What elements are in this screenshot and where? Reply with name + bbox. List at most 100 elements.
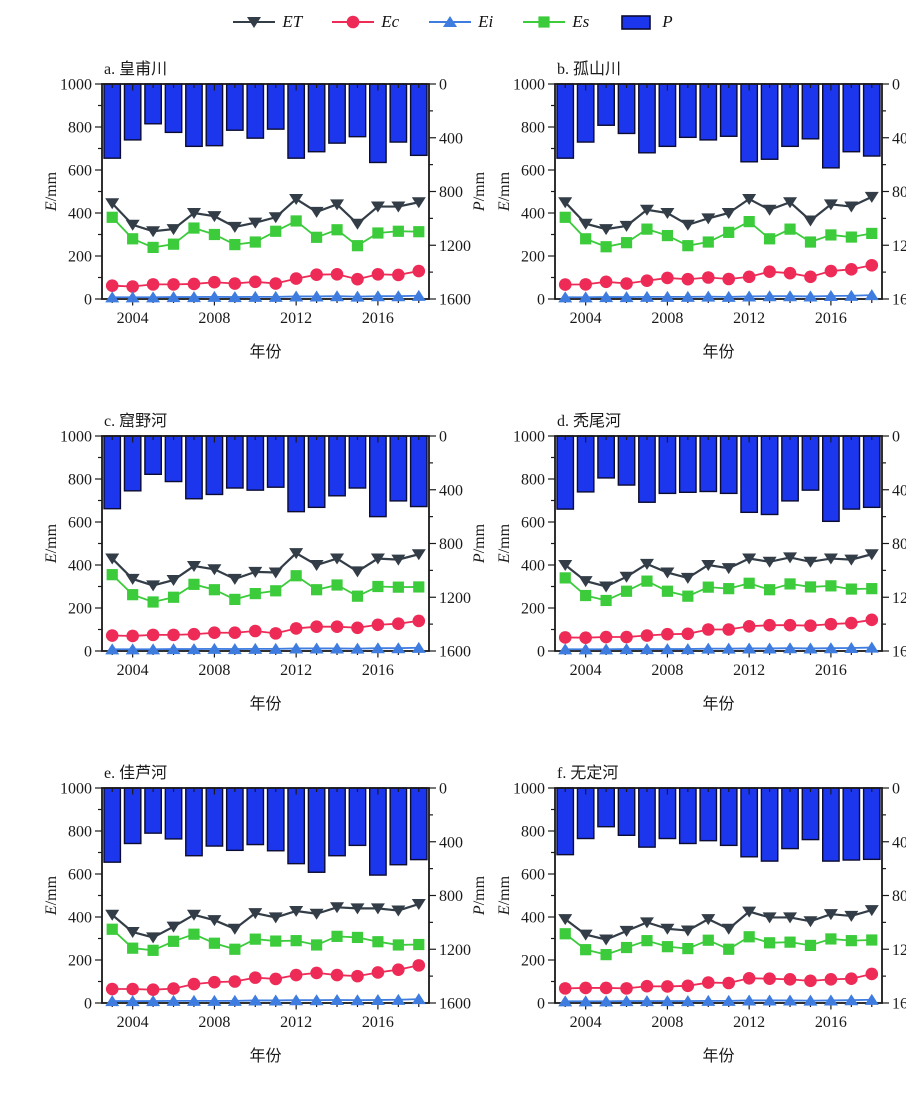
p-bar: [617, 83, 636, 135]
right-tick-label: 1600: [892, 292, 906, 309]
left-tick-label: 0: [84, 292, 92, 309]
p-bar: [266, 435, 285, 488]
p-bar: [164, 435, 183, 483]
panel-kuyehe: c. 窟野河 2004 2008 2012 2016 0 200 400 600 800 1000 0…: [40, 410, 493, 730]
left-axis-label: E/mm: [496, 171, 513, 212]
panels-grid: a. 皇甫川 2004 2008 2012 2016 0 200 400 600 800 1000 0…: [0, 42, 906, 1098]
right-tick-label: 1600: [439, 644, 471, 661]
right-tick-label: 400: [892, 130, 906, 147]
p-bar: [266, 787, 285, 852]
p-bar: [760, 435, 779, 516]
p-bar: [597, 787, 615, 828]
p-bar: [801, 435, 820, 491]
chart-tuweihe: d. 秃尾河 2004 2008 2012 2016 0 200 400 600 800 1000 0…: [496, 412, 906, 713]
et-line: [564, 195, 873, 231]
es-line: [111, 216, 419, 249]
x-tick-label: 2012: [733, 1014, 765, 1031]
p-bar: [246, 83, 265, 139]
legend-label-es: Es: [572, 12, 590, 31]
x-tick-label: 2004: [570, 310, 602, 327]
p-bar: [781, 787, 799, 850]
panel-tuweihe: d. 秃尾河 2004 2008 2012 2016 0 200 400 600 800 1000 0…: [493, 410, 906, 730]
legend-label-p: P: [662, 12, 673, 31]
x-tick-label: 2016: [815, 310, 847, 327]
x-tick-label: 2012: [280, 1014, 312, 1031]
right-tick-label: 0: [892, 77, 900, 94]
x-tick-label: 2008: [198, 310, 230, 327]
panel-gushanchuan: b. 孤山川 2004 2008 2012 2016 0 200 400 600 800 1000 0…: [493, 58, 906, 378]
right-tick-label: 800: [892, 184, 906, 201]
panel-jialuhe: e. 佳芦河 2004 2008 2012 2016 0 200 400 600 800 1000 0…: [40, 762, 493, 1082]
p-bar: [164, 83, 183, 134]
left-tick-label: 0: [537, 996, 545, 1013]
right-tick-label: 0: [892, 429, 900, 446]
p-bar: [103, 83, 122, 159]
ec-line: [112, 620, 419, 637]
p-bar: [597, 83, 615, 126]
right-axis-label: P/mm: [471, 523, 488, 564]
p-bar: [409, 83, 428, 157]
p-bar: [225, 435, 244, 489]
p-bar: [185, 787, 203, 857]
right-tick-label: 400: [439, 482, 463, 499]
p-bar: [225, 83, 244, 131]
p-bar: [658, 787, 677, 840]
p-bar: [185, 435, 203, 500]
right-tick-label: 1200: [892, 942, 906, 959]
left-tick-label: 400: [521, 558, 545, 575]
right-tick-label: 0: [892, 781, 900, 798]
left-tick-label: 800: [68, 824, 92, 841]
p-bar: [556, 435, 575, 510]
chart-huangfuchuan: a. 皇甫川 2004 2008 2012 2016 0 200 400 600 800 1000 0…: [43, 60, 488, 361]
right-tick-label: 800: [439, 888, 463, 905]
ei-line: [565, 294, 872, 299]
left-tick-label: 400: [68, 558, 92, 575]
p-bar: [719, 787, 738, 847]
p-bar: [576, 435, 595, 493]
left-axis-label: E/mm: [496, 875, 513, 916]
left-tick-label: 1000: [60, 77, 92, 94]
p-bar: [638, 83, 656, 154]
panel-huangfuchuan: a. 皇甫川 2004 2008 2012 2016 0 200 400 600 800 1000 0…: [40, 58, 493, 378]
p-bar: [205, 787, 224, 847]
p-bar: [699, 83, 718, 141]
panel-title: f. 无定河: [557, 764, 618, 782]
p-bar: [597, 435, 615, 479]
p-bar: [801, 787, 820, 841]
p-bar: [760, 787, 779, 862]
left-tick-label: 0: [84, 996, 92, 1013]
ec-line: [112, 270, 419, 288]
x-tick-label: 2012: [733, 662, 765, 679]
left-tick-label: 1000: [513, 429, 545, 446]
right-tick-label: 800: [439, 536, 463, 553]
x-tick-label: 2004: [570, 662, 602, 679]
p-bar: [144, 435, 162, 475]
x-tick-label: 2012: [280, 310, 312, 327]
p-bar: [678, 83, 697, 139]
x-axis-label: 年份: [249, 343, 281, 361]
right-tick-label: 0: [439, 77, 447, 94]
ei-line: [112, 646, 419, 651]
x-tick-label: 2004: [570, 1014, 602, 1031]
p-bar: [369, 435, 387, 518]
right-axis-label: P/mm: [471, 171, 488, 212]
chart-legend: ET Ec Ei Es P: [0, 0, 906, 42]
left-tick-label: 600: [68, 163, 92, 180]
x-tick-label: 2016: [815, 1014, 847, 1031]
es-line: [564, 577, 872, 602]
x-axis-label: 年份: [702, 343, 734, 361]
p-bar: [164, 787, 183, 840]
ei-line: [565, 998, 872, 1003]
p-bar: [144, 83, 162, 125]
right-tick-label: 1200: [439, 942, 471, 959]
p-bar: [307, 435, 326, 509]
left-tick-label: 600: [521, 515, 545, 532]
p-bar: [740, 787, 759, 858]
right-tick-label: 1600: [439, 996, 471, 1013]
p-bar: [822, 787, 840, 862]
chart-kuyehe: c. 窟野河 2004 2008 2012 2016 0 200 400 600 800 1000 0…: [43, 412, 488, 713]
p-bar: [389, 83, 408, 143]
left-axis-label: E/mm: [496, 523, 513, 564]
left-tick-label: 200: [521, 601, 545, 618]
ei-triangle-up-icon: [429, 16, 472, 28]
